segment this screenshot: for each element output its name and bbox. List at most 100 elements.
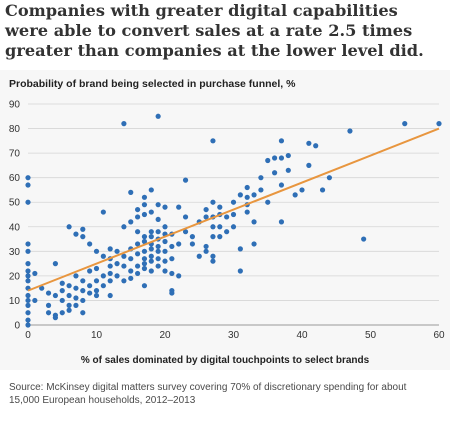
data-point [148, 246, 154, 252]
data-point [203, 243, 209, 250]
data-point [176, 241, 182, 247]
data-point [272, 170, 278, 176]
data-point [162, 224, 168, 230]
data-point [107, 292, 113, 299]
data-point [128, 268, 134, 274]
y-tick-label: 80 [9, 124, 21, 135]
data-point [196, 253, 202, 259]
data-point [155, 229, 161, 235]
data-point [176, 204, 182, 210]
data-point [155, 113, 161, 119]
data-point [25, 199, 31, 205]
data-point [155, 243, 161, 250]
data-point [25, 268, 31, 274]
data-point [93, 278, 100, 284]
data-point [299, 187, 305, 193]
data-point [217, 224, 223, 230]
y-tick-label: 90 [9, 100, 21, 111]
data-point [244, 194, 250, 200]
data-point [25, 248, 31, 254]
data-point [224, 214, 230, 220]
data-point [210, 253, 216, 259]
data-point [244, 209, 250, 215]
data-point [135, 229, 141, 235]
data-point [141, 248, 148, 254]
scatter-plot: 0 10 20 30 40 50 60 70 80 90 0 10 20 30 40 50 60 [9, 100, 445, 342]
data-point [25, 175, 31, 181]
y-tick-label: 0 [14, 321, 20, 332]
data-point [80, 226, 86, 232]
data-point [80, 278, 86, 284]
data-point [258, 187, 264, 193]
data-point [237, 268, 243, 274]
y-tick-label: 30 [9, 247, 21, 258]
data-point [162, 204, 168, 210]
data-point [189, 234, 195, 240]
data-point [285, 152, 291, 159]
data-point [59, 310, 65, 316]
data-point [155, 256, 161, 262]
data-point [141, 256, 148, 262]
data-point [326, 175, 332, 181]
data-point [141, 211, 148, 218]
data-point [237, 246, 243, 252]
data-point [148, 234, 154, 240]
data-point [121, 253, 127, 259]
data-point [128, 256, 134, 262]
data-point [436, 121, 442, 127]
data-point [52, 315, 59, 321]
data-point [32, 297, 38, 304]
data-point [361, 236, 367, 242]
data-point [107, 270, 113, 277]
data-point [182, 177, 189, 183]
data-point [135, 206, 141, 213]
y-tick-label: 70 [9, 149, 21, 160]
data-point [135, 241, 141, 247]
data-point [155, 248, 161, 254]
data-point [272, 155, 278, 161]
data-point [59, 280, 65, 286]
data-point [87, 241, 93, 247]
data-point [93, 288, 100, 294]
data-point [155, 263, 161, 269]
data-point [278, 219, 285, 225]
data-point [292, 192, 298, 198]
data-point [100, 283, 106, 289]
y-tick-label: 60 [9, 173, 21, 184]
data-point [251, 241, 257, 247]
data-point [251, 219, 257, 225]
data-point [45, 310, 52, 316]
data-point [66, 302, 72, 308]
data-point [121, 278, 127, 284]
data-point [224, 229, 230, 235]
data-point [73, 273, 79, 279]
data-point [278, 138, 285, 144]
data-point [203, 214, 209, 220]
data-point [66, 283, 72, 289]
data-point [347, 128, 353, 134]
x-tick-label: 30 [228, 330, 240, 341]
data-point [114, 261, 120, 267]
data-point [87, 283, 93, 289]
data-point [306, 140, 312, 146]
data-point [114, 273, 120, 279]
data-point [169, 270, 175, 277]
data-point [25, 182, 31, 188]
x-axis-label: % of sales dominated by digital touchpoi… [80, 355, 370, 366]
data-point [25, 302, 31, 308]
data-point [162, 238, 168, 245]
chart-panel: Probability of brand being selected in p… [0, 70, 450, 370]
data-point [217, 234, 223, 240]
data-point [39, 285, 45, 291]
data-point [203, 248, 209, 254]
data-point [73, 302, 79, 308]
data-point [217, 204, 223, 210]
y-tick-label: 50 [9, 198, 21, 209]
data-point [73, 285, 79, 291]
data-point [230, 224, 237, 230]
data-point [80, 288, 86, 294]
x-tick-label: 40 [296, 330, 308, 341]
data-point [141, 238, 148, 245]
headline: Companies with greater digital capabilit… [5, 1, 424, 60]
data-point [107, 246, 113, 252]
